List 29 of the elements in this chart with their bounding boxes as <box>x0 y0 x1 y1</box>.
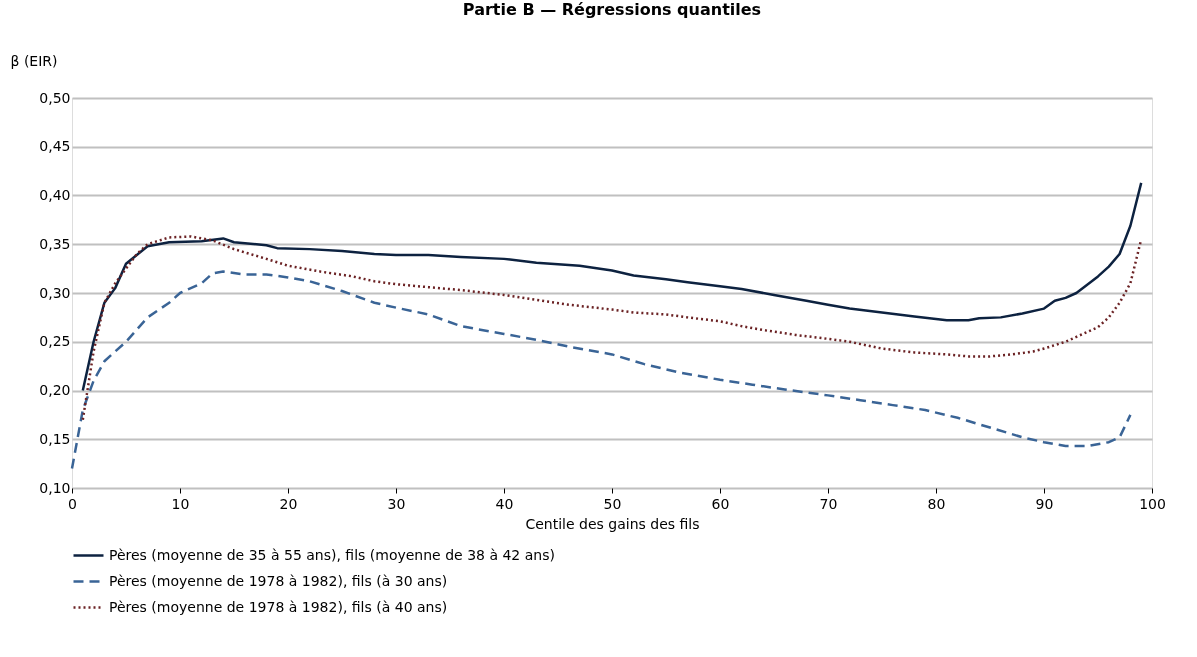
y-tick-label: 0,35 <box>39 235 71 252</box>
x-tick-label: 20 <box>279 495 298 512</box>
y-tick-label: 0,20 <box>39 382 71 398</box>
x-tick-label: 30 <box>387 495 406 512</box>
x-tick-label: 50 <box>603 495 622 512</box>
y-tick-label: 0,25 <box>39 333 71 350</box>
y-axis-title: β (EIR) <box>10 52 58 69</box>
x-tick-label: 0 <box>68 495 77 512</box>
y-tick-label: 0,30 <box>39 284 71 301</box>
y-tick-label: 0,50 <box>39 89 71 106</box>
legend-label: Pères (moyenne de 1978 à 1982), fils (à 30 ans) <box>109 572 448 589</box>
x-tick-label: 40 <box>495 495 514 512</box>
chart-title: Partie B — Régressions quantiles <box>462 0 762 19</box>
x-tick-label: 90 <box>1035 495 1054 512</box>
y-tick-label: 0,40 <box>39 187 71 203</box>
line-series <box>81 235 1143 421</box>
y-tick-label: 0,45 <box>39 138 71 155</box>
legend-label: Pères (moyenne de 1978 à 1982), fils (à 40 ans) <box>109 598 448 615</box>
x-tick-label: 10 <box>171 495 190 512</box>
legend-label: Pères (moyenne de 35 à 55 ans), fils (moyenne de 38 à 42 ans) <box>109 546 555 563</box>
line-series <box>70 270 1132 470</box>
x-axis-title: Centile des gains des fils <box>525 515 700 532</box>
y-tick-label: 0,15 <box>39 430 71 447</box>
line-series <box>81 181 1143 392</box>
x-tick-label: 80 <box>927 495 946 512</box>
x-tick-label: 60 <box>711 495 730 512</box>
y-tick-label: 0,10 <box>39 479 71 496</box>
x-tick-label: 100 <box>1139 495 1166 512</box>
x-tick-label: 70 <box>819 495 838 512</box>
